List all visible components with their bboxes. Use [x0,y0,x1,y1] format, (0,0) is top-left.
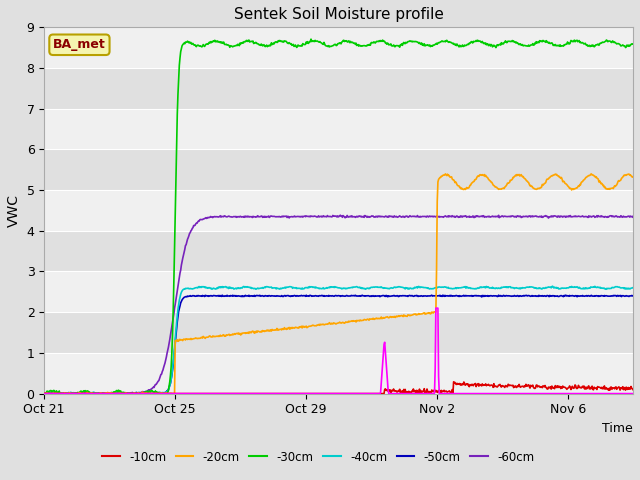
-50cm [40,391,48,396]
Rain [629,391,637,396]
-10cm [40,391,48,396]
-40cm [548,283,556,289]
-50cm [495,292,502,298]
-20cm [179,338,187,344]
-40cm [62,390,70,396]
Text: BA_met: BA_met [53,38,106,51]
Rain [40,391,48,396]
Bar [44,108,633,149]
-20cm [61,391,69,396]
-40cm [40,390,48,396]
-40cm [516,286,524,292]
-50cm [629,293,637,299]
-60cm [255,214,263,220]
-10cm [255,391,262,396]
-10cm [516,384,524,390]
-50cm [255,293,262,299]
-40cm [287,284,294,289]
Bar [44,272,633,312]
-30cm [255,41,262,47]
-60cm [40,390,48,396]
-20cm [40,391,48,396]
-50cm [179,296,187,302]
-30cm [516,41,524,47]
-50cm [516,293,524,299]
-60cm [42,391,49,396]
-20cm [516,173,524,179]
-50cm [286,293,294,299]
-10cm [179,391,187,396]
Line: -60cm: -60cm [44,215,633,394]
-30cm [629,41,637,47]
-30cm [61,391,69,396]
-10cm [286,391,294,396]
Rain [255,391,262,396]
Rain [61,391,69,396]
Line: Rain: Rain [44,308,633,394]
Bar [44,353,633,394]
Line: -10cm: -10cm [44,382,633,394]
-60cm [517,215,525,220]
Rain [374,391,381,396]
Line: -30cm: -30cm [44,39,633,394]
-10cm [374,391,381,396]
Rain [286,391,294,396]
-60cm [180,252,188,258]
-60cm [287,214,294,220]
-30cm [307,36,315,42]
-10cm [629,387,637,393]
Line: -40cm: -40cm [44,286,633,394]
-60cm [337,212,344,218]
Bar [44,27,633,68]
-10cm [61,391,69,396]
-30cm [286,40,294,46]
-20cm [629,174,637,180]
-30cm [374,39,382,45]
-50cm [374,293,381,299]
Y-axis label: VWC: VWC [7,194,21,227]
-40cm [41,391,49,396]
X-axis label: Time: Time [602,422,633,435]
-40cm [180,287,188,292]
Title: Sentek Soil Moisture profile: Sentek Soil Moisture profile [234,7,444,22]
-60cm [629,214,637,220]
-40cm [629,285,637,290]
-60cm [376,213,383,219]
Rain [432,305,440,311]
Line: -20cm: -20cm [44,174,633,394]
-40cm [374,284,382,290]
Rain [516,391,524,396]
Line: -50cm: -50cm [44,295,633,394]
-20cm [374,316,381,322]
-50cm [61,391,69,396]
Bar [44,190,633,231]
-30cm [179,42,187,48]
-20cm [255,328,262,334]
-40cm [255,286,263,291]
-10cm [450,379,458,384]
-20cm [442,171,449,177]
-20cm [286,326,294,332]
-30cm [40,391,48,396]
Rain [179,391,187,396]
Legend: Rain: Rain [97,475,160,480]
-60cm [62,391,70,396]
